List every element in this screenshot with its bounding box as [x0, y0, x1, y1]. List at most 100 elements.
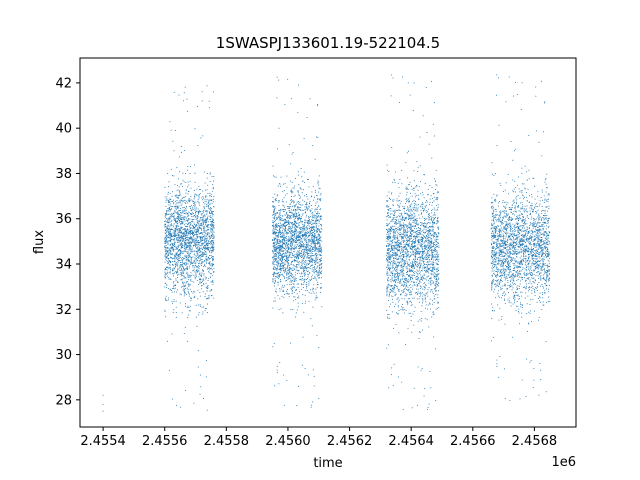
data-point	[174, 184, 176, 186]
data-point	[306, 252, 308, 254]
data-point	[187, 232, 189, 234]
data-point	[299, 242, 301, 243]
data-point	[170, 224, 172, 226]
data-point	[293, 232, 295, 234]
data-point	[314, 240, 316, 242]
data-point	[201, 274, 202, 276]
data-point	[308, 272, 310, 274]
data-point	[288, 276, 290, 278]
data-point	[297, 235, 299, 237]
data-point	[165, 241, 167, 242]
data-point	[189, 200, 191, 202]
data-point	[299, 235, 301, 237]
data-point	[212, 259, 214, 261]
data-point	[309, 261, 311, 263]
data-point	[313, 225, 315, 227]
data-point	[172, 232, 174, 234]
data-point	[317, 136, 319, 138]
data-point	[181, 223, 183, 225]
data-point	[318, 242, 320, 244]
data-point	[175, 220, 177, 222]
data-point	[320, 273, 322, 275]
data-point	[294, 265, 296, 267]
data-point	[164, 274, 166, 276]
data-point	[310, 318, 312, 320]
data-point	[311, 276, 312, 278]
data-point	[404, 248, 406, 250]
data-point	[166, 269, 168, 271]
data-point	[398, 246, 400, 248]
data-point	[305, 247, 307, 249]
data-point	[289, 275, 291, 276]
data-point	[312, 227, 313, 229]
data-point	[277, 235, 278, 237]
data-point	[280, 250, 282, 252]
data-point	[283, 234, 285, 236]
data-point	[176, 189, 178, 191]
data-point	[395, 244, 396, 246]
data-point	[204, 239, 206, 241]
data-point	[281, 259, 283, 261]
data-point	[391, 147, 393, 149]
data-point	[206, 232, 208, 234]
data-point	[294, 205, 296, 206]
data-point	[434, 247, 435, 249]
data-point	[190, 232, 192, 234]
data-point	[289, 215, 291, 217]
data-point	[316, 195, 318, 197]
data-point	[274, 232, 276, 234]
data-point	[282, 230, 283, 232]
data-point	[170, 234, 172, 236]
data-point	[289, 271, 290, 273]
data-point	[182, 197, 184, 198]
data-point	[199, 192, 201, 194]
data-point	[419, 319, 421, 321]
data-point	[210, 273, 212, 275]
data-point	[191, 229, 193, 231]
data-point	[317, 257, 319, 259]
data-point	[175, 203, 177, 205]
data-point	[166, 272, 168, 274]
data-point	[273, 272, 275, 274]
data-point	[207, 215, 209, 217]
data-point	[429, 225, 430, 227]
data-point	[277, 225, 279, 227]
data-point	[279, 290, 281, 292]
data-point	[306, 244, 308, 245]
data-point	[291, 254, 293, 256]
data-point	[424, 287, 426, 289]
data-point	[272, 251, 274, 253]
data-point	[190, 272, 192, 274]
data-point	[291, 291, 293, 293]
data-point	[274, 268, 276, 270]
data-point	[181, 237, 183, 239]
data-point	[313, 228, 314, 230]
data-point	[290, 211, 292, 213]
data-point	[287, 248, 289, 250]
data-point	[170, 268, 172, 270]
data-point	[193, 202, 195, 204]
data-point	[185, 192, 187, 194]
data-point	[272, 224, 274, 226]
data-point	[212, 245, 214, 247]
data-point	[279, 235, 281, 237]
data-point	[206, 409, 208, 411]
data-point	[184, 251, 186, 253]
data-point	[194, 271, 196, 273]
data-point	[320, 248, 322, 250]
data-point	[274, 230, 276, 232]
data-point	[186, 232, 188, 234]
data-point	[296, 256, 298, 258]
data-point	[201, 236, 203, 238]
data-point	[196, 215, 198, 217]
data-point	[295, 312, 297, 314]
data-point	[179, 220, 181, 222]
data-point	[185, 251, 187, 253]
data-point	[308, 202, 310, 204]
data-point	[172, 246, 174, 248]
data-point	[283, 238, 285, 240]
data-point	[410, 300, 412, 302]
data-point	[415, 292, 416, 294]
data-point	[288, 266, 290, 268]
data-point	[164, 255, 166, 257]
